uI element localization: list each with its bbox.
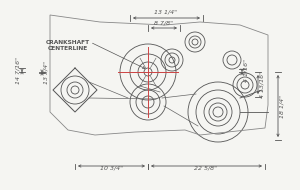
Text: 10 3/4": 10 3/4"	[100, 165, 122, 170]
Text: 14 7/16": 14 7/16"	[15, 56, 20, 83]
Text: 13 3/4": 13 3/4"	[43, 62, 48, 85]
Text: 8 7/8": 8 7/8"	[154, 21, 173, 25]
Text: CRANKSHAFT
CENTERLINE: CRANKSHAFT CENTERLINE	[46, 40, 90, 51]
Text: 4 13/16": 4 13/16"	[260, 71, 265, 98]
Text: 4 1/16": 4 1/16"	[244, 59, 249, 82]
Text: 13 1/4": 13 1/4"	[154, 10, 178, 14]
Text: 22 5/8": 22 5/8"	[194, 165, 218, 170]
Text: 18 1/4": 18 1/4"	[280, 94, 285, 117]
